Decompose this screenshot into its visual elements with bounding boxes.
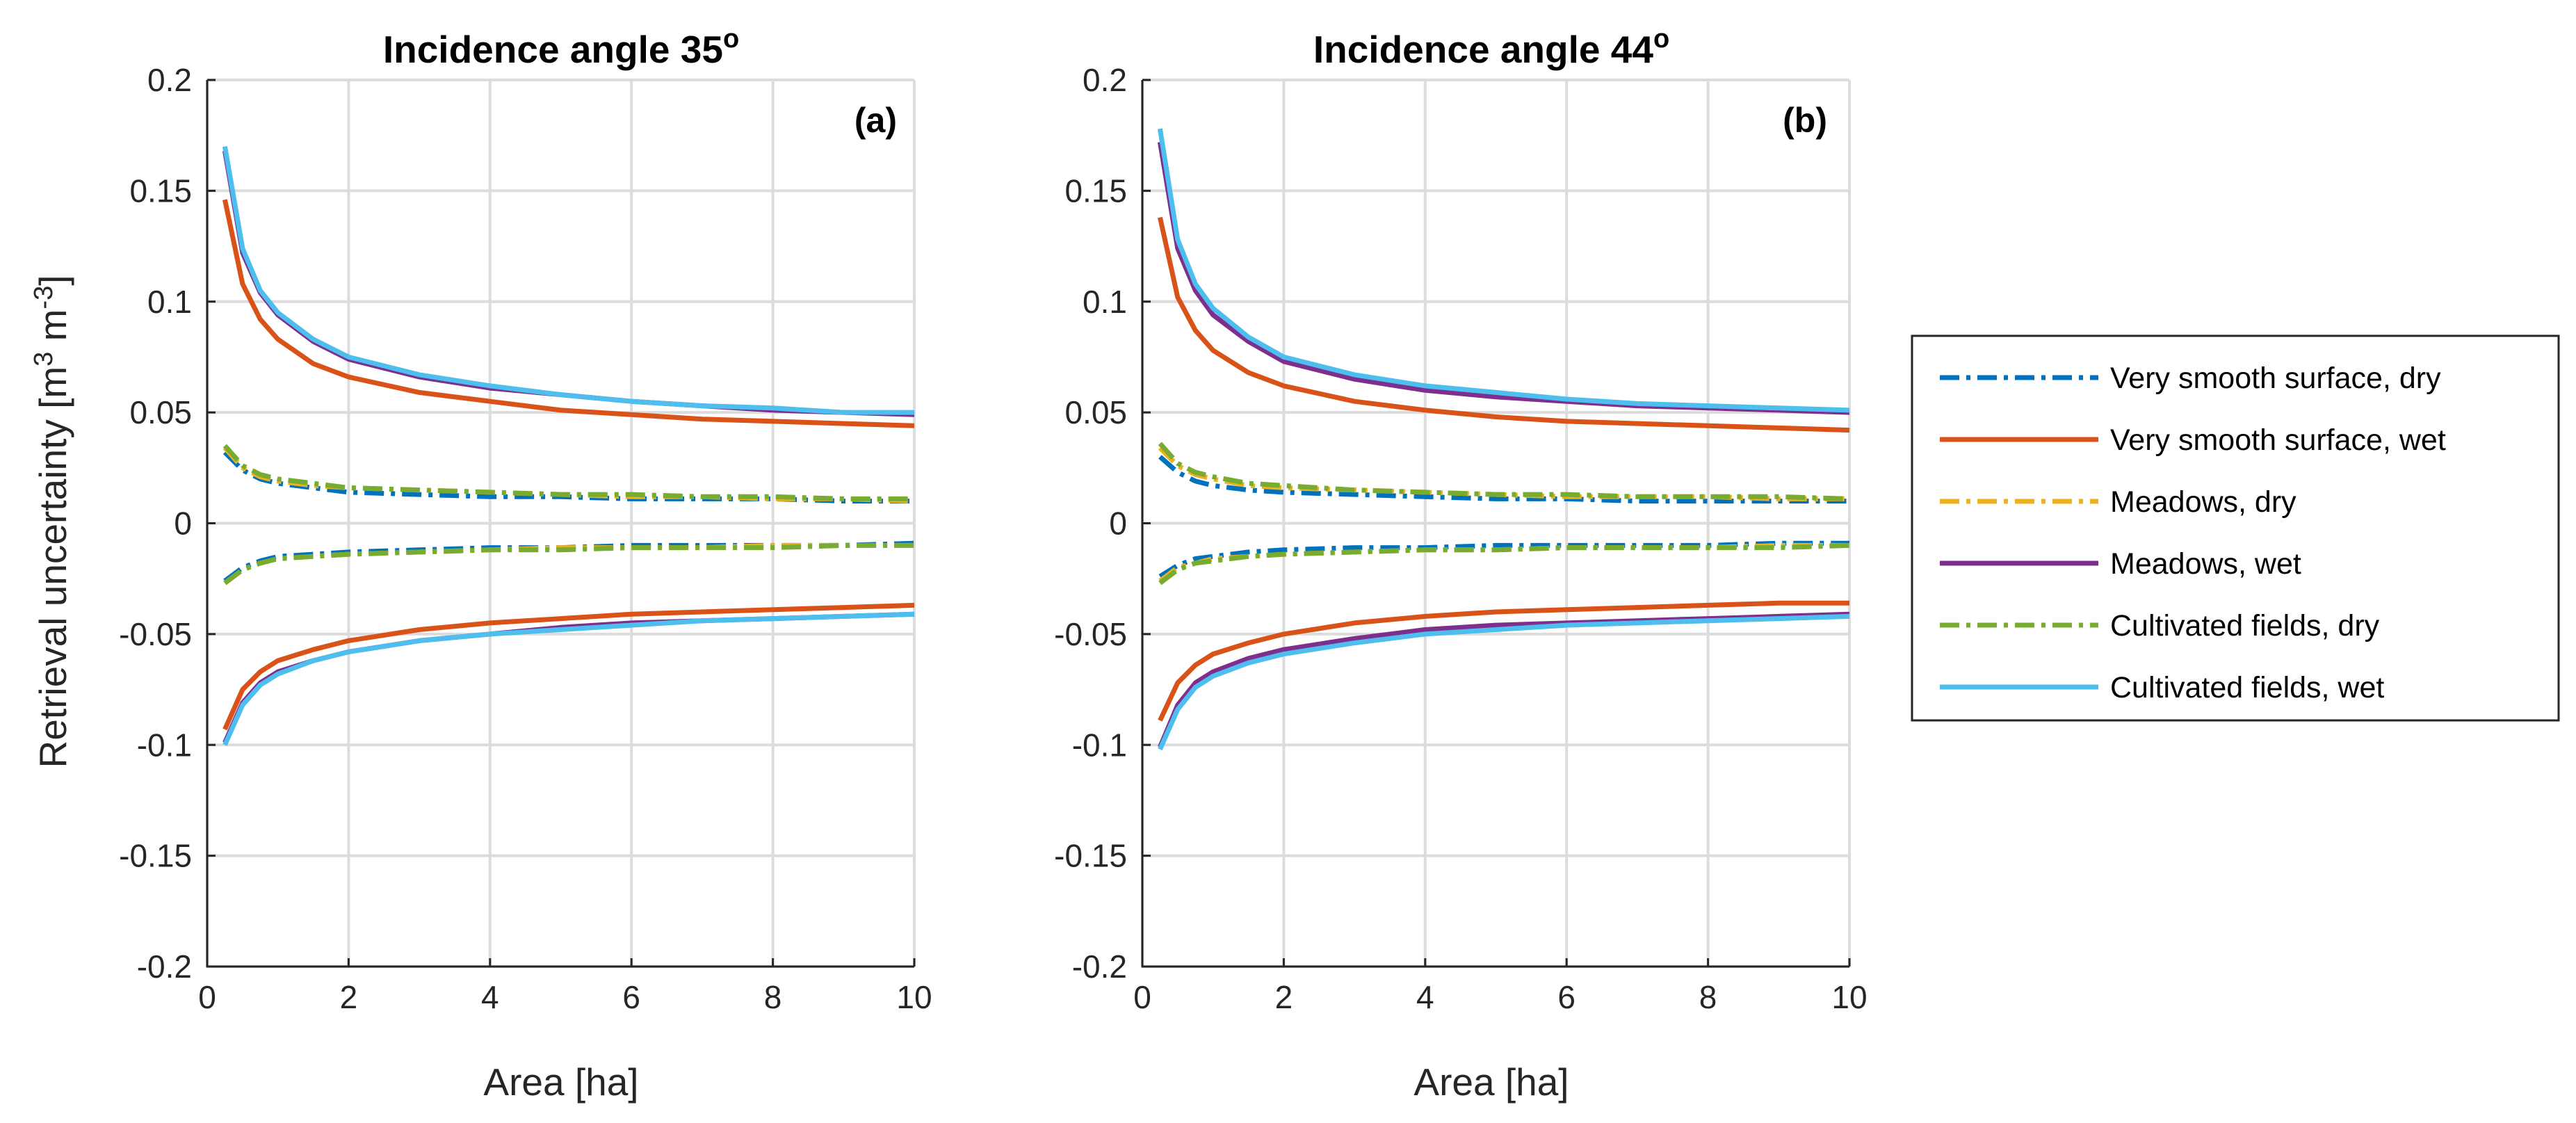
legend-box — [1911, 334, 2560, 722]
chart-title-sup: o — [723, 24, 739, 54]
legend: Very smooth surface, dry Very smooth surf… — [1911, 334, 2560, 722]
chart-title: Incidence angle 44o — [1313, 24, 1669, 71]
y-axis-label-end: ] — [31, 275, 74, 285]
chart-title-text: Incidence angle 35 — [383, 28, 723, 71]
panel-label: (a) — [854, 101, 897, 140]
legend-label: Cultivated fields, dry — [2110, 609, 2380, 643]
axes-frame — [206, 80, 914, 968]
y-tick-label: 0.1 — [147, 284, 192, 320]
x-tick-label: 6 — [622, 979, 640, 1015]
y-axis-label-main: Retrieval uncertainty [m — [31, 366, 74, 768]
series-line-cultivated-fields-wet-lower — [1158, 613, 1850, 751]
x-tick-label: 0 — [198, 979, 216, 1015]
y-tick-label: -0.2 — [137, 948, 192, 985]
series-line-cultivated-fields-wet-upper — [1157, 128, 1850, 413]
series-line-cultivated-fields-wet-upper — [222, 146, 914, 415]
legend-label: Cultivated fields, wet — [2110, 671, 2384, 704]
y-axis-label-mid: m — [31, 309, 74, 352]
y-tick-label: 0.2 — [1083, 62, 1127, 98]
series-line-very-smooth-surface-wet-lower — [222, 602, 915, 731]
series-line-meadows-wet-upper — [1157, 141, 1850, 415]
series-line-cultivated-fields-dry-lower — [1158, 542, 1850, 585]
y-tick-label: 0.15 — [129, 172, 192, 209]
y-tick-label: -0.15 — [1054, 838, 1127, 874]
chart-panel-a: 0 2 4 6 8 10 0.2 0.15 0.1 0.05 0 -0.05 -0.1 -0.15 -0.2… — [119, 24, 932, 1104]
x-tick-label: 0 — [1133, 979, 1151, 1015]
y-tick-label: 0 — [174, 506, 192, 542]
axes-frame — [1141, 80, 1849, 968]
y-tick-label: -0.2 — [1072, 948, 1127, 985]
y-tick-label: -0.05 — [1054, 616, 1127, 652]
chart-title-sup: o — [1653, 24, 1669, 54]
y-tick-label: 0.15 — [1064, 172, 1127, 209]
legend-label: Very smooth surface, dry — [2110, 362, 2441, 395]
chart-title-text: Incidence angle 44 — [1313, 28, 1654, 71]
y-tick-label: 0.2 — [147, 62, 192, 98]
y-tick-label: 0 — [1109, 506, 1127, 542]
y-axis-label-exp1: 3 — [29, 352, 58, 366]
panel-label: (b) — [1783, 101, 1827, 140]
y-tick-label: -0.15 — [119, 838, 192, 874]
x-tick-label: 8 — [1699, 979, 1717, 1015]
y-axis-label: Retrieval uncertainty [m3 m-3] — [29, 275, 74, 768]
series-line-cultivated-fields-dry-upper — [222, 444, 914, 501]
y-axis-label-exp2: -3 — [29, 286, 58, 309]
x-tick-label: 10 — [896, 979, 932, 1015]
x-tick-label: 10 — [1831, 979, 1867, 1015]
legend-label: Meadows, wet — [2110, 547, 2301, 581]
series-line-cultivated-fields-wet-lower — [222, 611, 915, 746]
y-tick-label: 0.05 — [1064, 394, 1127, 430]
y-tick-label: 0.05 — [129, 394, 192, 430]
series-line-very-smooth-surface-wet-upper — [222, 199, 915, 428]
y-tick-label: 0.1 — [1083, 284, 1127, 320]
y-tick-label: -0.1 — [137, 727, 192, 763]
series-line-cultivated-fields-dry-upper — [1158, 442, 1850, 501]
series-line-very-smooth-surface-dry-upper — [1158, 455, 1849, 504]
series-line-very-smooth-surface-wet-upper — [1157, 216, 1850, 433]
x-axis-label: Area [ha] — [1413, 1060, 1569, 1104]
chart-title: Incidence angle 35o — [383, 24, 739, 71]
x-tick-label: 4 — [481, 979, 499, 1015]
legend-label: Meadows, dry — [2110, 485, 2296, 519]
x-tick-label: 2 — [340, 979, 358, 1015]
x-tick-label: 4 — [1416, 979, 1434, 1015]
chart-panel-b: 0 2 4 6 8 10 0.2 0.15 0.1 0.05 0 -0.05 -0.1 -0.15 -0.2… — [1054, 24, 1867, 1104]
y-tick-label: -0.1 — [1072, 727, 1127, 763]
x-tick-label: 2 — [1275, 979, 1293, 1015]
x-tick-label: 8 — [764, 979, 782, 1015]
legend-label: Very smooth surface, wet — [2110, 423, 2446, 457]
series-line-cultivated-fields-dry-lower — [223, 542, 914, 585]
series-line-very-smooth-surface-wet-lower — [1158, 600, 1849, 722]
x-axis-label: Area [ha] — [483, 1060, 638, 1104]
x-tick-label: 6 — [1557, 979, 1575, 1015]
y-tick-label: -0.05 — [119, 616, 192, 652]
series-line-meadows-dry-upper — [1158, 446, 1849, 501]
